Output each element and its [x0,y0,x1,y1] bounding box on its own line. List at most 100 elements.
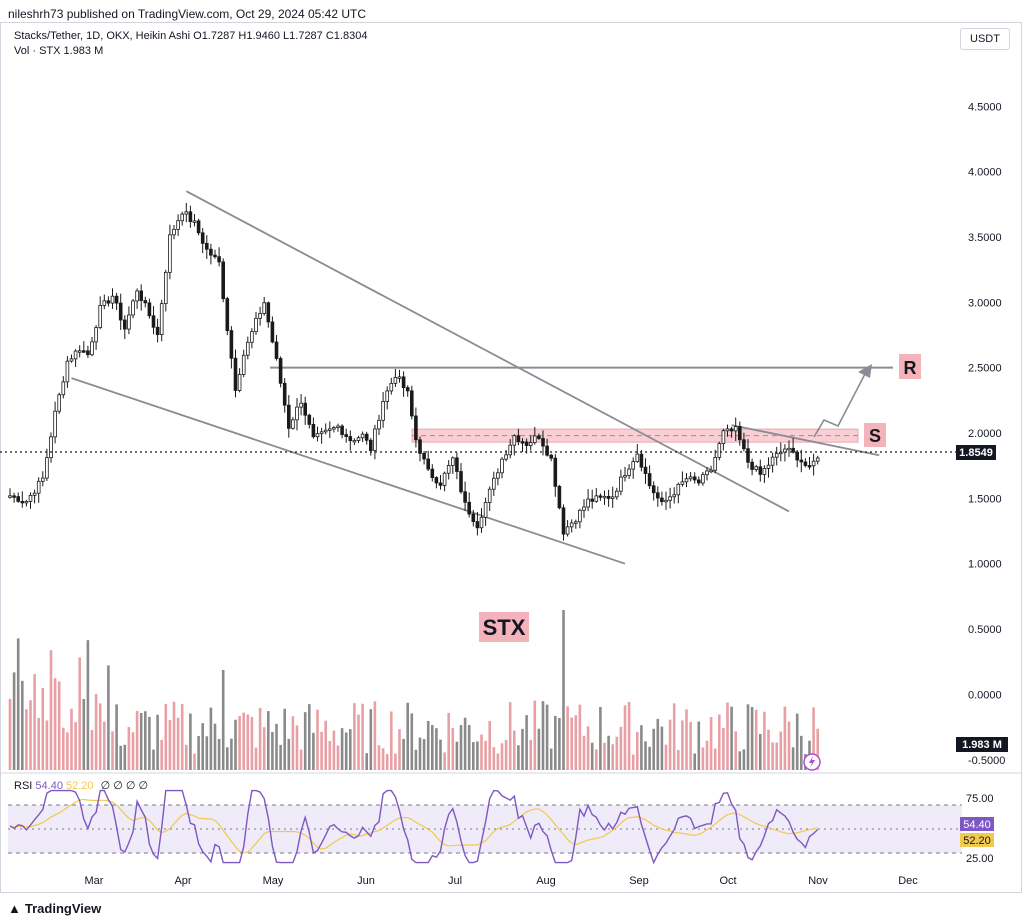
volume-bar [631,754,635,770]
candle-down [401,376,406,388]
candle-down [348,436,353,442]
volume-bar [435,728,438,770]
volume-bar [303,712,307,770]
candle-up [680,481,685,485]
candle-down [471,513,476,522]
candle-up [163,271,168,305]
candle-down [537,435,541,439]
volume-bar [574,715,578,770]
candle-up [176,220,180,230]
candle-up [159,303,164,336]
volume-bar [369,709,373,770]
volume-bar [328,741,332,770]
volume-bar [250,716,254,770]
resistance-label-box: R [899,354,921,379]
volume-bar [57,681,61,770]
candle-up [631,461,635,470]
volume-bar [111,731,114,770]
volume-bar [742,749,746,770]
candle-up [245,341,250,356]
lightning-icon[interactable] [803,753,821,771]
stx-label: STX [483,615,526,640]
candle-down [213,254,217,258]
volume-bar [767,729,770,770]
candle-up [41,477,45,482]
candle-up [237,374,242,391]
candle-down [692,476,697,481]
candle-up [32,492,37,496]
volume-bar [578,704,582,770]
candle-down [738,426,742,441]
candle-down [475,521,480,529]
candle-down [151,315,156,328]
volume-bar [312,732,315,770]
candle-up [533,435,537,443]
volume-bar [185,744,188,770]
candle-down [438,482,443,486]
volume-bar [414,749,418,770]
support-label: S [869,426,881,446]
candle-up [491,477,496,490]
candle-up [500,458,504,474]
volume-bar [476,741,479,770]
volume-bar [127,726,131,770]
volume-bar [107,665,110,770]
volume-bar [627,701,631,770]
rsi-ma-tag: 52.20 [960,833,994,847]
candle-down [656,492,660,499]
volume-bar [320,731,323,770]
volume-bar [226,747,229,770]
volume-bar [45,720,49,770]
candle-down [557,485,562,509]
candle-up [627,468,631,476]
candle-down [405,387,410,392]
volume-bar [316,709,319,770]
candle-down [118,302,123,321]
currency-button[interactable]: USDT [960,28,1010,50]
candle-up [258,313,262,319]
candle-up [262,302,266,314]
candle-down [430,468,435,478]
tradingview-logo[interactable]: ▲ TradingView [8,901,101,916]
volume-bar [426,720,430,770]
candle-up [377,419,381,430]
volume-bar [619,726,623,770]
candle-up [528,442,533,446]
volume-bar [131,732,135,770]
candle-up [709,469,713,473]
volume-bar [209,707,213,770]
candle-down [729,428,734,432]
candle-down [606,495,611,499]
candle-down [639,453,644,468]
candle-up [77,350,82,353]
candle-up [569,522,574,528]
descending-resistance-line [731,424,880,457]
month-label: Mar [85,875,104,887]
volume-bar [8,698,12,770]
candle-down [660,497,664,503]
volume-bar [496,753,500,770]
volume-bar [82,699,86,770]
candle-down [139,290,144,301]
volume-bar [472,742,475,770]
candle-down [204,242,209,250]
candle-down [459,471,463,493]
volume-bar [554,715,557,770]
price-tick: 1.0000 [968,559,1002,571]
volume-bar [549,748,553,770]
candle-up [53,410,57,438]
candle-down [791,447,795,453]
rsi-value-text: 54.40 [963,819,991,831]
candle-down [196,220,201,234]
rsi-legend-value: 54.40 [35,780,63,792]
volume-bar [771,742,774,770]
candle-down [200,232,205,244]
candle-down [106,300,111,304]
volume-bar [722,727,725,770]
candle-down [545,445,549,456]
volume-bar [775,742,778,770]
volume-bar [656,718,660,770]
volume-bar [25,709,28,770]
month-label: Oct [719,875,736,887]
